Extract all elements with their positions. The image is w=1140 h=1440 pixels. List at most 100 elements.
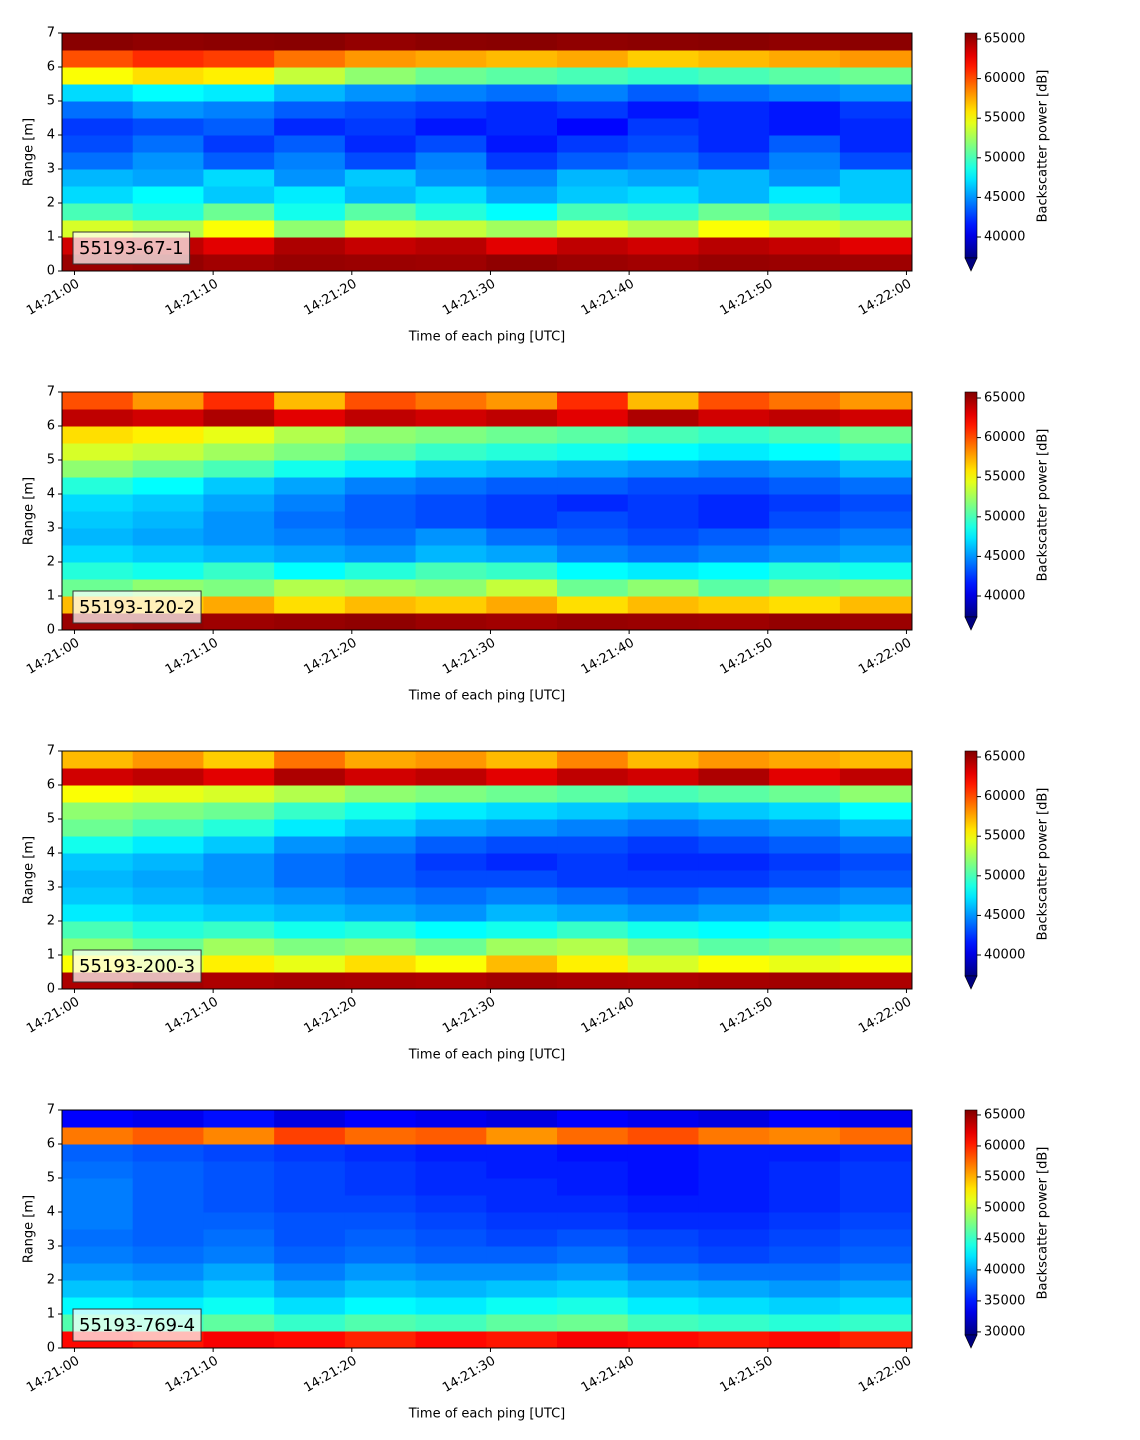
heat-cell: [557, 237, 629, 255]
heat-cell: [203, 254, 275, 272]
panel-label: 55193-120-2: [72, 590, 202, 624]
heat-cell: [557, 477, 629, 495]
heat-cell: [627, 220, 699, 238]
heat-cell: [415, 50, 487, 68]
x-axis-label: Time of each ping [UTC]: [408, 1407, 566, 1422]
colorbar-tick-label: 50000: [984, 868, 1025, 883]
heat-cell: [839, 836, 913, 854]
y-tick-label: 0: [47, 264, 55, 279]
heat-cell: [627, 477, 699, 495]
heat-cell: [274, 528, 346, 546]
heat-cell: [698, 1161, 770, 1179]
heat-cell: [698, 1178, 770, 1196]
heat-cell: [557, 613, 629, 631]
heat-cell: [486, 392, 558, 410]
heat-cell: [274, 579, 346, 597]
heat-cell: [486, 768, 558, 786]
heat-cell: [132, 836, 204, 854]
heat-cell: [203, 33, 275, 51]
heat-cell: [132, 135, 204, 153]
heat-cell: [344, 768, 417, 786]
heat-cell: [557, 904, 629, 922]
colorbar-tick-label: 65000: [984, 1107, 1025, 1122]
heat-cell: [203, 562, 275, 580]
heat-cell: [203, 870, 275, 888]
heat-cell: [839, 596, 913, 614]
heat-cell: [203, 1229, 275, 1247]
x-tick-label: 14:21:30: [440, 636, 498, 678]
heat-cell: [344, 50, 417, 68]
heat-cell: [839, 33, 913, 51]
heat-cell: [486, 802, 558, 820]
heat-cell: [627, 938, 699, 956]
heat-cell: [132, 101, 204, 119]
heat-cell: [769, 409, 841, 427]
heat-cell: [274, 785, 346, 803]
heat-cell: [769, 494, 841, 512]
heat-cell: [627, 1331, 699, 1349]
colorbar-tick-label: 60000: [984, 789, 1025, 804]
heat-cell: [344, 1280, 417, 1298]
x-tick-label: 14:22:00: [856, 1354, 914, 1396]
heat-cell: [769, 545, 841, 563]
heat-cell: [627, 1212, 699, 1230]
heat-cell: [698, 751, 770, 769]
heat-cell: [769, 870, 841, 888]
heat-cell: [769, 220, 841, 238]
heat-cell: [839, 118, 913, 136]
heat-cell: [839, 477, 913, 495]
heat-cell: [415, 101, 487, 119]
heat-cell: [62, 528, 134, 546]
heat-cell: [557, 409, 629, 427]
heat-cell: [344, 751, 417, 769]
heat-cell: [415, 1144, 487, 1162]
heat-cell: [274, 853, 346, 871]
heat-cell: [203, 1331, 275, 1349]
heat-cell: [203, 545, 275, 563]
heat-cell: [203, 1178, 275, 1196]
heat-cell: [415, 460, 487, 478]
heat-cell: [486, 1110, 558, 1128]
heat-cell: [344, 1110, 417, 1128]
y-axis-label: Range [m]: [22, 1195, 37, 1263]
y-tick-label: 7: [47, 1103, 55, 1118]
heat-cell: [557, 203, 629, 221]
heat-cell: [839, 955, 913, 973]
heat-cell: [203, 938, 275, 956]
heat-cell: [274, 237, 346, 255]
heat-cell: [274, 135, 346, 153]
heat-cell: [132, 186, 204, 204]
heat-cell: [486, 972, 558, 990]
heat-cell: [698, 853, 770, 871]
heat-cell: [557, 1127, 629, 1145]
heat-cell: [557, 1229, 629, 1247]
heat-cell: [132, 152, 204, 170]
heat-cell: [627, 1144, 699, 1162]
x-axis-label: Time of each ping [UTC]: [408, 1048, 566, 1063]
heat-cell: [839, 84, 913, 102]
heat-cell: [344, 67, 417, 85]
heat-cell: [839, 1297, 913, 1315]
heat-cell: [769, 528, 841, 546]
panel-label-text: 55193-67-1: [79, 238, 184, 259]
heat-cell: [415, 768, 487, 786]
heat-cell: [415, 528, 487, 546]
heat-cell: [415, 1161, 487, 1179]
x-tick-label: 14:21:50: [717, 1354, 775, 1396]
heat-cell: [769, 1212, 841, 1230]
heat-cell: [486, 921, 558, 939]
heat-cell: [627, 887, 699, 905]
heat-cell: [839, 819, 913, 837]
heat-cell: [62, 836, 134, 854]
heat-cell: [415, 203, 487, 221]
y-tick-label: 3: [47, 162, 55, 177]
heat-cell: [486, 751, 558, 769]
y-tick-label: 2: [47, 555, 55, 570]
heat-cell: [415, 152, 487, 170]
heat-cell: [769, 1110, 841, 1128]
heat-cell: [698, 1314, 770, 1332]
heat-cell: [274, 392, 346, 410]
y-tick-label: 1: [47, 948, 55, 963]
heat-cell: [627, 802, 699, 820]
heat-cell: [62, 409, 134, 427]
